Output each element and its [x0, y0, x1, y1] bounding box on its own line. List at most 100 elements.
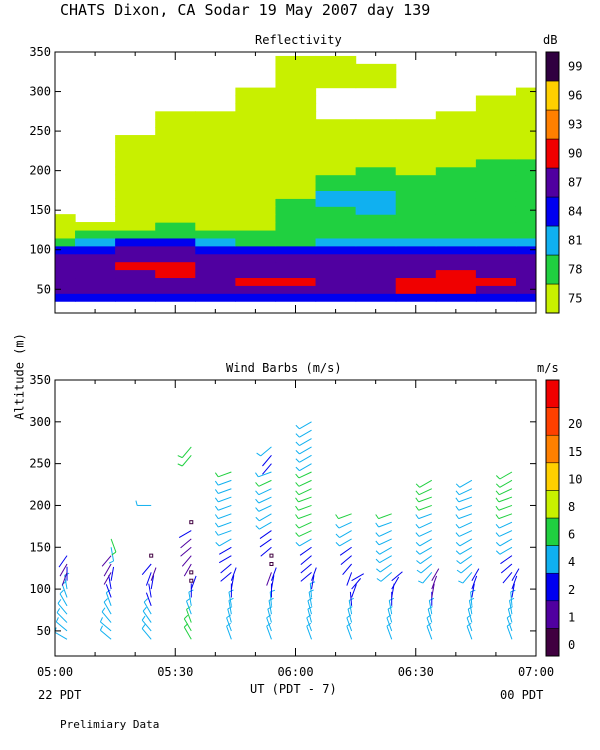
reflectivity-cell — [115, 293, 156, 302]
wind-barb — [426, 614, 433, 632]
reflectivity-cell — [275, 253, 317, 263]
reflectivity-cell — [75, 253, 116, 263]
wind-barb — [270, 575, 275, 590]
barb-shaft — [108, 575, 112, 590]
axes: 5010015020025030035075788184879093969950… — [29, 45, 582, 679]
reflectivity-cell — [315, 55, 357, 65]
barb-shaft — [110, 538, 117, 553]
reflectivity-cell — [75, 229, 116, 239]
reflectivity-cell — [315, 127, 357, 136]
reflectivity-cell — [275, 222, 317, 231]
barb-shaft — [141, 619, 152, 632]
wind-barb — [214, 513, 232, 520]
y-tick-label: 150 — [29, 540, 51, 554]
barb-shaft — [307, 600, 313, 615]
barb-shaft — [298, 504, 312, 511]
wind-barb — [415, 479, 433, 488]
y-tick-label: 150 — [29, 203, 51, 217]
colorbar-label: 4 — [568, 555, 575, 569]
reflectivity-cell — [195, 158, 236, 168]
wind-barb — [103, 572, 112, 585]
wind-barb — [455, 504, 473, 511]
y-tick-label: 50 — [37, 282, 51, 296]
x-tick-label: 05:00 — [37, 665, 73, 679]
reflectivity-cell — [75, 237, 116, 247]
wind-barb — [311, 575, 315, 590]
barb-flag — [108, 560, 114, 564]
wind-barb — [431, 568, 440, 581]
wind-barb — [266, 614, 272, 632]
reflectivity-cell — [235, 87, 277, 97]
reflectivity-cell — [315, 174, 357, 184]
barb-shaft — [218, 488, 232, 494]
reflectivity-cell — [435, 111, 477, 120]
barb-flag — [376, 578, 382, 582]
reflectivity-cell — [235, 150, 277, 160]
y-tick-label: 50 — [37, 624, 51, 638]
reflectivity-cell — [435, 285, 477, 294]
reflectivity-cell — [435, 206, 477, 215]
reflectivity-cell — [395, 158, 437, 168]
colorbar-swatch — [545, 407, 560, 436]
reflectivity-cell — [235, 158, 277, 168]
barb-shaft — [227, 608, 232, 623]
barb-flag — [335, 514, 339, 519]
wind-barb — [295, 429, 312, 438]
barb-shaft — [467, 608, 473, 623]
barb-shaft — [460, 555, 473, 565]
barb-shaft — [499, 471, 513, 480]
x-tick-label: 07:00 — [518, 665, 554, 679]
barb-flag — [99, 625, 103, 631]
wind-barb — [295, 438, 312, 446]
wind-barb — [456, 555, 473, 565]
reflectivity-cell — [355, 285, 397, 294]
barb-flag — [295, 433, 300, 438]
reflectivity-cell — [355, 63, 397, 73]
wind-barb — [300, 563, 312, 574]
reflectivity-cell — [275, 166, 317, 176]
barb-shaft — [459, 538, 473, 547]
wind-barb — [351, 573, 364, 582]
reflectivity-cell — [395, 293, 437, 302]
calm-marker — [269, 553, 274, 558]
reflectivity-cell — [355, 150, 397, 160]
colorbar-swatch — [545, 379, 560, 408]
barb-shaft — [339, 538, 352, 547]
reflectivity-cell — [235, 135, 277, 144]
reflectivity-cell — [395, 182, 437, 192]
wind-barb — [495, 513, 513, 520]
barb-flag — [295, 523, 300, 529]
windbarb-title: Wind Barbs (m/s) — [226, 361, 342, 375]
reflectivity-cell — [315, 253, 357, 263]
reflectivity-cell — [155, 111, 196, 120]
reflectivity-cell — [395, 174, 437, 184]
barb-flag — [415, 542, 421, 547]
reflectivity-cell — [235, 142, 277, 152]
wind-barb — [214, 521, 232, 528]
reflectivity-cell — [155, 214, 196, 223]
wind-barb — [455, 538, 473, 547]
colorbar-swatch — [545, 490, 560, 519]
y-tick-label: 350 — [29, 373, 51, 387]
reflectivity-cell — [75, 277, 116, 286]
barb-flag — [495, 483, 501, 488]
reflectivity-cell — [515, 222, 536, 231]
reflectivity-cell — [475, 135, 517, 144]
barb-flag — [495, 532, 500, 537]
reflectivity-cell — [475, 237, 517, 247]
reflectivity-cell — [515, 261, 536, 271]
barb-flag — [376, 568, 381, 573]
barb-shaft — [259, 538, 272, 548]
reflectivity-cell — [235, 245, 277, 255]
barb-flag — [55, 617, 59, 623]
barb-flag — [495, 475, 501, 480]
colorbar-label: 78 — [568, 263, 582, 277]
wind-barb — [181, 555, 192, 567]
barb-shaft — [509, 600, 513, 615]
wind-barb — [295, 488, 312, 496]
reflectivity-cell — [195, 277, 236, 286]
reflectivity-cell — [115, 237, 156, 247]
barb-shaft — [349, 591, 353, 606]
barb-shaft — [101, 555, 112, 567]
reflectivity-cell — [155, 261, 196, 271]
